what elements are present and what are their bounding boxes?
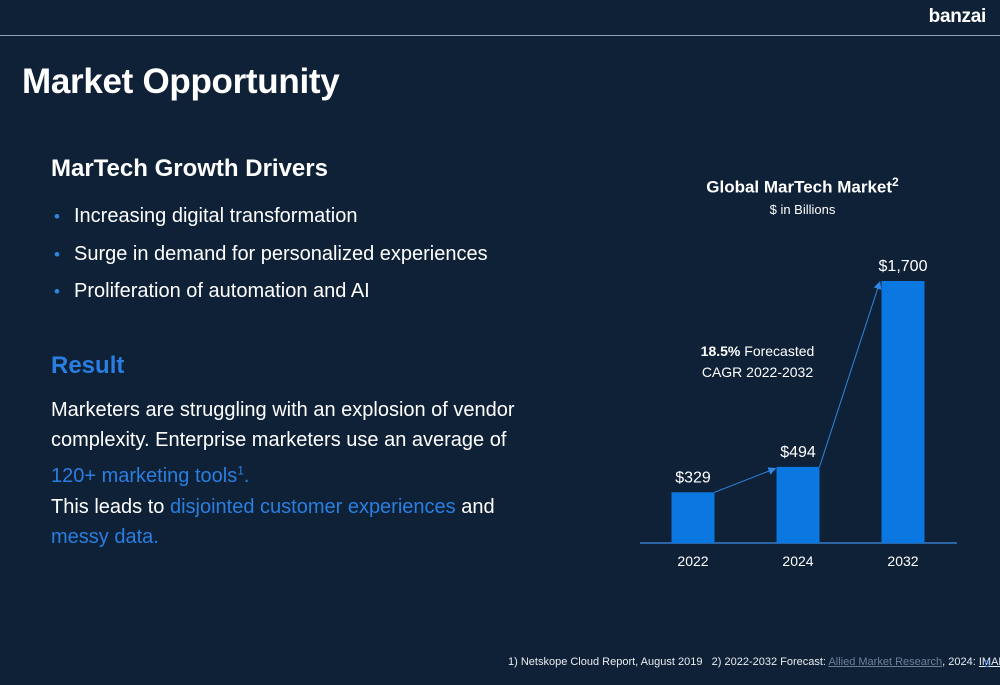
tick-label-2032: 2032 [887, 553, 918, 569]
bullet-icon: • [54, 207, 60, 226]
allied-market-research-link[interactable]: Allied Market Research [828, 656, 943, 668]
list-item: • Proliferation of automation and AI [54, 273, 488, 311]
tick-label-2024: 2024 [782, 553, 813, 569]
page-number: 5 [984, 659, 990, 670]
list-item: • Increasing digital transformation [54, 198, 488, 236]
result-text: Marketers are struggling with an explosi… [51, 399, 515, 451]
result-text: and [455, 496, 495, 518]
bullet-icon: • [54, 282, 60, 301]
bar-2022 [671, 492, 715, 543]
result-paragraph-1: Marketers are struggling with an explosi… [51, 395, 521, 491]
data-label-2022: $329 [675, 469, 711, 486]
footnotes: 1) Netskope Cloud Report, August 2019 2)… [508, 656, 1000, 668]
bar-2024 [776, 466, 820, 543]
tick-label-2022: 2022 [677, 553, 708, 569]
result-heading: Result [51, 352, 125, 379]
bar-2032 [881, 281, 925, 543]
chart-subtitle: $ in Billions [769, 202, 836, 217]
data-label-2032: $1,700 [879, 258, 928, 275]
drivers-heading: MarTech Growth Drivers [51, 155, 328, 182]
list-item: • Surge in demand for personalized experi… [54, 236, 488, 274]
result-highlight: disjointed customer experiences [169, 496, 456, 518]
list-item-text: Proliferation of automation and AI [74, 280, 370, 302]
result-highlight: 120+ marketing tools1. [51, 463, 250, 487]
result-paragraph-2: This leads to disjointed customer experi… [51, 492, 521, 552]
list-item-text: Surge in demand for personalized experie… [74, 242, 488, 265]
chart-title: Global MarTech Market2 [706, 175, 899, 197]
result-highlight: messy data. [51, 526, 159, 548]
cagr-annotation: 18.5% Forecasted CAGR 2022-2032 [700, 343, 815, 380]
footnote-ref: 2 [892, 175, 899, 189]
page-title: Market Opportunity [22, 62, 340, 101]
footnote-2: 2) 2022-2032 Forecast: [711, 656, 829, 668]
growth-arrow-2 [819, 281, 882, 468]
drivers-list: • Increasing digital transformation • Surg… [54, 198, 488, 311]
bullet-icon: • [54, 244, 60, 264]
header-divider [0, 35, 1000, 36]
footnote-ref: 1 [237, 463, 244, 477]
growth-arrow-1 [714, 467, 777, 493]
result-text: This leads to [51, 496, 170, 518]
footnote-1: 1) Netskope Cloud Report, August 2019 [508, 656, 703, 668]
imarc-link[interactable]: IMARC [978, 656, 1000, 668]
data-label-2024: $494 [780, 444, 816, 461]
list-item-text: Increasing digital transformation [74, 205, 358, 227]
brand-logo: banzai [928, 6, 987, 27]
